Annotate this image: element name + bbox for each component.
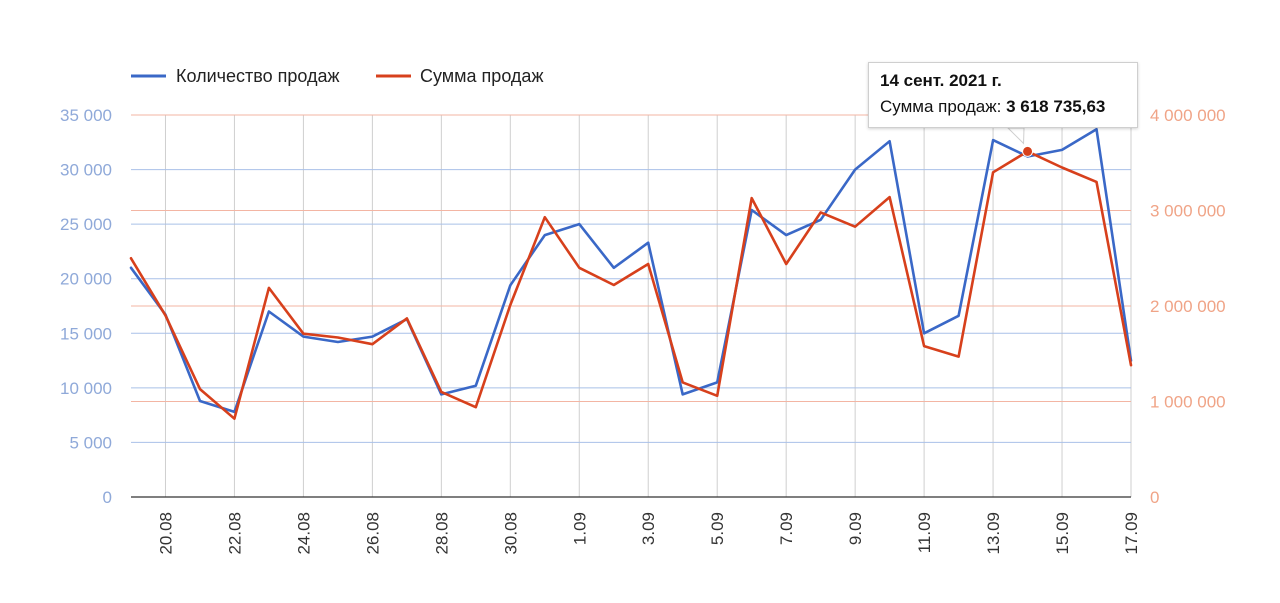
y-left-tick-label: 0: [103, 488, 112, 507]
y-left-tick-label: 25 000: [60, 215, 112, 234]
tooltip-pointer: [1006, 127, 1025, 145]
highlight-point: [1022, 145, 1034, 157]
y-left-tick-label: 30 000: [60, 161, 112, 180]
y-right-tick-label: 0: [1150, 488, 1159, 507]
y-right-tick-label: 3 000 000: [1150, 202, 1226, 221]
tooltip-line: Сумма продаж: 3 618 735,63: [880, 97, 1126, 117]
x-tick-label: 24.08: [294, 512, 313, 555]
y-right-tick-label: 2 000 000: [1150, 297, 1226, 316]
x-tick-label: 3.09: [639, 512, 658, 545]
x-tick-label: 1.09: [570, 512, 589, 545]
y-left-tick-label: 35 000: [60, 106, 112, 125]
legend-label-series-2: Сумма продаж: [420, 66, 544, 86]
chart-tooltip: 14 сент. 2021 г. Сумма продаж: 3 618 735…: [868, 62, 1138, 128]
x-tick-label: 30.08: [501, 512, 520, 555]
y-left-tick-label: 15 000: [60, 324, 112, 343]
x-tick-label: 17.09: [1122, 512, 1141, 555]
y-left-tick-label: 20 000: [60, 270, 112, 289]
x-tick-label: 13.09: [984, 512, 1003, 555]
legend-label-series-1: Количество продаж: [176, 66, 340, 86]
x-tick-label: 20.08: [156, 512, 175, 555]
x-tick-label: 22.08: [225, 512, 244, 555]
tooltip-title: 14 сент. 2021 г.: [880, 71, 1002, 90]
tooltip-label: Сумма продаж:: [880, 97, 1002, 116]
tooltip-value: 3 618 735,63: [1006, 97, 1106, 116]
x-tick-label: 5.09: [708, 512, 727, 545]
series-line-2: [129, 150, 1133, 421]
x-tick-label: 7.09: [777, 512, 796, 545]
x-tick-label: 9.09: [846, 512, 865, 545]
x-tick-label: 26.08: [363, 512, 382, 555]
x-tick-label: 28.08: [432, 512, 451, 555]
series-line-1: [129, 127, 1133, 414]
y-left-tick-label: 5 000: [69, 433, 112, 452]
y-left-tick-label: 10 000: [60, 379, 112, 398]
y-right-tick-label: 4 000 000: [1150, 106, 1226, 125]
x-tick-label: 11.09: [915, 512, 934, 553]
x-tick-label: 15.09: [1053, 512, 1072, 555]
y-right-tick-label: 1 000 000: [1150, 393, 1226, 412]
